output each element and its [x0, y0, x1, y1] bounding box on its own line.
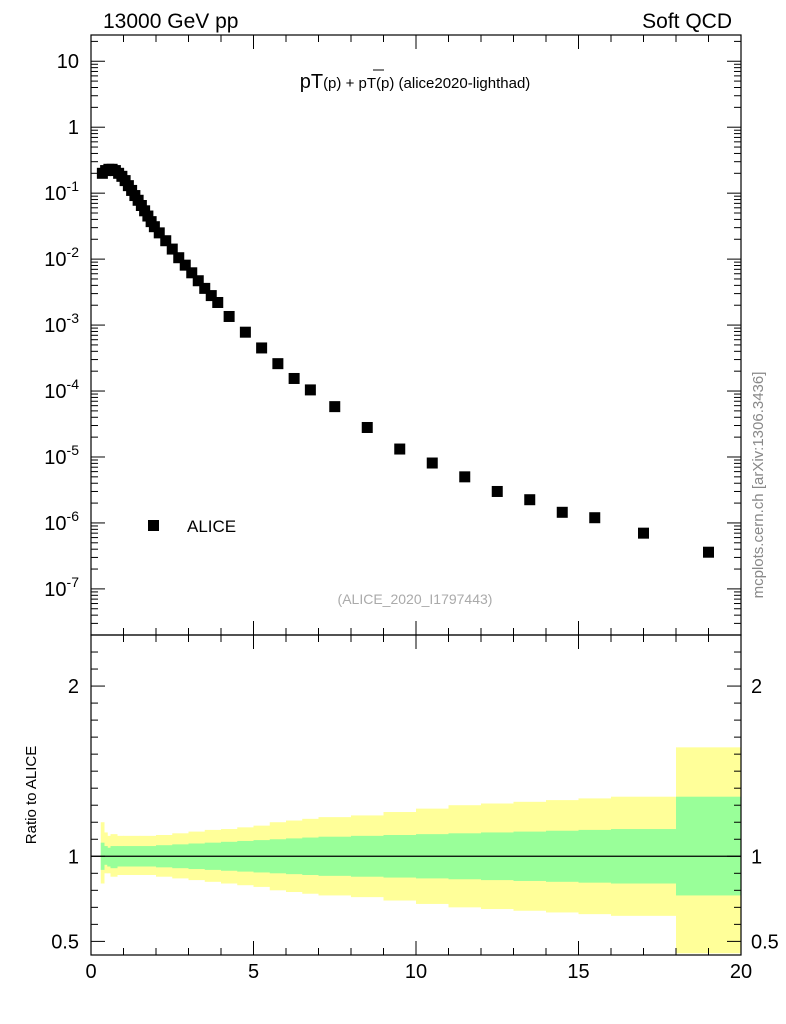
y-tick-label: 10: [57, 51, 79, 73]
main-frame: [90, 34, 742, 636]
legend-marker: [148, 520, 159, 531]
plot-title-sub-b: (p): [376, 75, 394, 92]
ratio-band-inner: [110, 846, 118, 869]
data-point: [491, 485, 503, 497]
y-tick-label: 10-6: [44, 508, 79, 535]
data-point: [426, 457, 438, 469]
data-point: [179, 259, 191, 271]
ratio-band-inner: [107, 847, 111, 867]
data-point: [329, 401, 341, 413]
plot-title-sub-a: (p): [323, 75, 341, 92]
ratio-band-inner: [104, 846, 108, 865]
data-point: [199, 282, 211, 294]
data-point: [223, 310, 235, 322]
side-label: mcplots.cern.ch [arXiv:1306.3436]: [750, 372, 767, 599]
ratio-panel: 0.5 0.5 1 1 2 2 Ratio to ALICE: [23, 634, 779, 956]
data-point: [205, 290, 217, 302]
data-point: [703, 546, 714, 558]
data-point: [524, 494, 536, 506]
ratio-y-tick-label: 1: [68, 846, 79, 868]
x-tick-label: 20: [730, 961, 752, 983]
ratio-y-tick-label: 2: [68, 676, 79, 698]
y-tick-label: 10-4: [44, 376, 79, 403]
plot-title: pT(p) + pT(p) (alice2020-lighthad): [300, 71, 531, 93]
data-point: [186, 267, 198, 279]
data-point: [142, 210, 154, 222]
plot-title-suffix: (alice2020-lighthad): [394, 75, 530, 92]
data-point: [166, 243, 178, 255]
y-tick-label: 10-3: [44, 310, 79, 337]
x-tick-label: 10: [405, 961, 427, 983]
data-point: [148, 221, 160, 233]
data-point: [239, 326, 251, 338]
y-tick-label: 10-7: [44, 574, 79, 601]
x-tick-label: 15: [567, 961, 589, 983]
ratio-y-tick-label-right: 2: [751, 676, 762, 698]
y-tick-label: 10-1: [44, 178, 79, 205]
data-point: [256, 342, 268, 354]
y-tick-label: 10-5: [44, 442, 79, 469]
header-right: Soft QCD: [642, 10, 732, 33]
header-left: 13000 GeV pp: [103, 10, 238, 33]
y-tick-label: 1: [68, 117, 79, 139]
ratio-y-tick-label: 0.5: [51, 931, 79, 953]
plot-title-plus: + pT: [341, 75, 376, 92]
data-point: [459, 471, 471, 483]
ratio-y-tick-label-right: 1: [751, 846, 762, 868]
data-point: [638, 527, 649, 539]
ratio-y-tick-label-right: 0.5: [751, 931, 779, 953]
data-point: [153, 227, 165, 239]
data-point: [212, 296, 224, 308]
data-point: [272, 358, 284, 370]
x-tick-label: 0: [85, 961, 96, 983]
ratio-ylabel: Ratio to ALICE: [23, 746, 40, 844]
data-point: [288, 372, 300, 384]
data-point: [160, 235, 172, 247]
y-tick-label: 10-2: [44, 244, 79, 271]
reference-label: (ALICE_2020_I1797443): [338, 591, 493, 607]
legend-label: ALICE: [187, 517, 236, 536]
data-point: [304, 384, 316, 396]
data-point: [556, 506, 568, 518]
data-point: [192, 275, 204, 287]
data-point: [589, 512, 601, 524]
data-point: [361, 421, 373, 433]
x-tick-label: 5: [248, 961, 259, 983]
ratio-band-inner: [676, 796, 742, 896]
data-point: [173, 252, 185, 264]
data-point: [394, 443, 406, 455]
plot-title-main: pT: [300, 71, 323, 93]
